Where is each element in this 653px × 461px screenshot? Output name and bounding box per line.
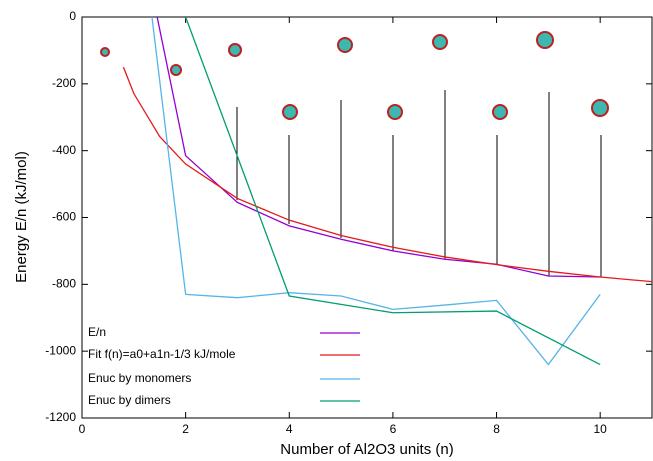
annotation-lines — [236, 90, 602, 277]
y-axis-label: Energy E/n (kJ/mol) — [13, 151, 30, 283]
y-tick-label: -800 — [52, 277, 76, 291]
y-tick-label: -400 — [52, 143, 76, 157]
series-line — [156, 17, 601, 278]
y-tick-label: -600 — [52, 210, 76, 224]
y-tick-label: 0 — [69, 9, 76, 23]
series-line — [185, 17, 601, 366]
x-axis-label: Number of Al2O3 units (n) — [280, 441, 453, 458]
y-tick-label: -200 — [52, 76, 76, 90]
x-tick-label: 2 — [182, 422, 189, 436]
y-tick-label: -1200 — [45, 410, 76, 424]
legend-label: Enuc by monomers — [88, 371, 191, 385]
y-tick-label: -1000 — [45, 343, 76, 357]
molecule-icons — [100, 31, 609, 120]
series-line — [151, 17, 601, 366]
legend-label: Enuc by dimers — [88, 393, 171, 407]
plot-area — [122, 17, 652, 366]
x-tick-label: 6 — [390, 422, 397, 436]
x-tick-label: 10 — [594, 422, 608, 436]
x-tick-label: 8 — [493, 422, 500, 436]
legend-label: Fit f(n)=a0+a1n-1/3 kJ/mole — [88, 347, 236, 361]
x-tick-label: 4 — [286, 422, 293, 436]
x-tick-label: 0 — [79, 422, 86, 436]
legend-label: E/n — [88, 325, 106, 339]
series-line — [122, 66, 652, 283]
